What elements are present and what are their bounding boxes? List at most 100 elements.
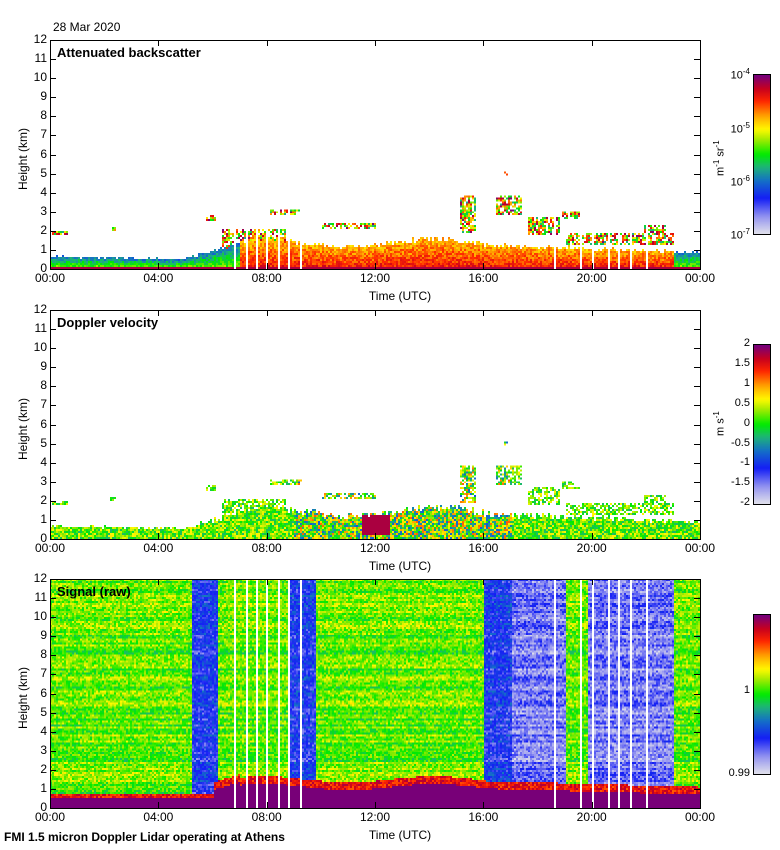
y-tick-mark	[50, 539, 56, 540]
y-tick-label: 9	[40, 628, 47, 643]
y-tick-mark	[694, 674, 700, 676]
y-tick-mark	[50, 674, 56, 676]
y-tick-mark	[694, 539, 700, 540]
velocity-heatmap	[50, 310, 700, 539]
y-tick-mark	[694, 249, 700, 251]
y-tick-mark	[694, 636, 700, 638]
y-tick-label: 1	[40, 241, 47, 256]
y-tick-mark	[50, 481, 56, 483]
x-tick-mark	[50, 310, 51, 316]
y-tick-mark	[694, 405, 700, 407]
y-tick-label: 3	[40, 473, 47, 488]
y-tick-mark	[50, 310, 56, 311]
x-tick-label: 16:00	[468, 541, 499, 555]
x-tick-mark	[483, 263, 485, 269]
x-tick-mark	[266, 263, 268, 269]
cb1-tick-1e-6: 10-6	[730, 174, 750, 189]
x-tick-mark	[375, 579, 376, 585]
y-tick-mark	[50, 97, 56, 99]
signal-heatmap	[50, 579, 700, 808]
y-tick-mark	[50, 617, 56, 619]
y-tick-mark	[694, 367, 700, 369]
panel-title: Doppler velocity	[57, 315, 159, 330]
cb2-tick-label: 1	[743, 376, 750, 389]
x-tick-label: 12:00	[359, 541, 391, 555]
y-tick-label: 2	[40, 222, 47, 237]
y-tick-mark	[50, 386, 56, 388]
y-tick-label: 6	[40, 146, 47, 161]
y-tick-label: 0	[40, 800, 47, 814]
y-tick-mark	[694, 481, 700, 483]
y-tick-mark	[694, 173, 700, 175]
x-tick-label: 04:00	[143, 810, 174, 824]
y-tick-label: 4	[40, 454, 47, 469]
x-tick-mark	[483, 310, 485, 316]
x-tick-mark	[591, 802, 593, 808]
x-tick-mark	[483, 802, 485, 808]
y-tick-label: 8	[40, 108, 47, 123]
y-tick-label: 5	[40, 704, 47, 719]
y-tick-label: 11	[34, 590, 47, 605]
cb2-tick-label: -1.5	[731, 476, 750, 489]
y-tick-mark	[694, 579, 700, 580]
x-tick-mark	[266, 533, 268, 539]
cb2-tick-label: 2	[743, 337, 750, 349]
y-tick-mark	[50, 424, 56, 426]
cb1-tick-1e-7: 10-7	[730, 227, 750, 242]
x-axis-label: Time (UTC)	[368, 559, 432, 573]
y-tick-mark	[694, 693, 700, 695]
x-tick-label: 20:00	[576, 271, 607, 285]
x-tick-label: 00:00	[684, 541, 716, 555]
y-tick-mark	[50, 192, 56, 194]
backscatter-panel: Attenuated backscatter	[50, 40, 701, 270]
x-tick-label: 00:00	[684, 810, 716, 824]
cb2-tick-label: 1.5	[734, 356, 750, 369]
y-tick-label: 10	[33, 340, 47, 355]
y-tick-mark	[694, 519, 700, 521]
x-tick-mark	[591, 40, 593, 46]
y-tick-mark	[50, 443, 56, 445]
x-tick-label: 08:00	[251, 271, 282, 285]
y-tick-label: 2	[40, 761, 47, 776]
x-tick-mark	[50, 40, 51, 46]
y-tick-mark	[694, 310, 700, 311]
cb1-unit: m-1 sr-1	[712, 140, 727, 176]
y-tick-mark	[694, 769, 700, 771]
instrument-caption: FMI 1.5 micron Doppler Lidar operating a…	[4, 830, 285, 844]
cb3-tick-1: 1	[743, 684, 750, 696]
cb2-unit: m s-1	[712, 411, 727, 436]
cb2-tick-label: -1	[740, 456, 750, 469]
x-tick-mark	[700, 310, 701, 316]
y-tick-mark	[50, 367, 56, 369]
y-tick-mark	[50, 405, 56, 407]
x-tick-label: 04:00	[143, 541, 174, 555]
y-tick-mark	[694, 135, 700, 137]
x-tick-mark	[375, 802, 376, 808]
cb2-tick-label: 0.5	[734, 396, 750, 409]
y-tick-label: 4	[40, 184, 47, 199]
x-tick-label: 16:00	[468, 810, 499, 824]
x-tick-mark	[158, 263, 160, 269]
y-tick-label: 1	[40, 780, 47, 795]
y-tick-label: 0	[40, 261, 47, 275]
y-tick-mark	[694, 192, 700, 194]
y-tick-mark	[694, 500, 700, 502]
x-tick-label: 08:00	[251, 541, 282, 555]
x-tick-mark	[591, 263, 593, 269]
backscatter-heatmap	[50, 40, 700, 269]
y-tick-mark	[694, 97, 700, 99]
y-tick-label: 7	[40, 666, 47, 681]
x-tick-label: 16:00	[468, 271, 499, 285]
y-tick-mark	[694, 808, 700, 809]
y-tick-mark	[50, 135, 56, 137]
y-tick-label: 0	[40, 531, 47, 545]
x-tick-mark	[375, 310, 376, 316]
cb2-tick-label: 0	[743, 416, 750, 429]
y-axis-label: Height (km)	[16, 666, 30, 729]
x-tick-mark	[375, 533, 376, 539]
y-tick-mark	[694, 116, 700, 118]
y-tick-mark	[50, 329, 56, 331]
velocity-panel: Doppler velocity	[50, 310, 701, 540]
y-tick-label: 1	[40, 511, 47, 526]
x-tick-mark	[266, 40, 268, 46]
